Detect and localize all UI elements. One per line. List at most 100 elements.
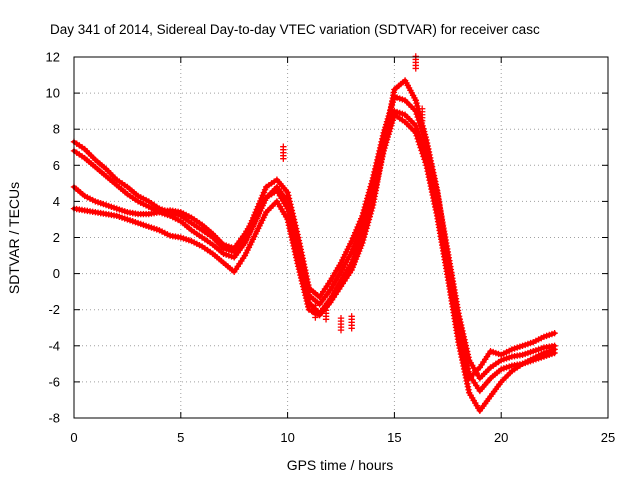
data-point	[456, 334, 464, 341]
outlier-point	[412, 65, 419, 72]
series-trace-2	[70, 107, 558, 395]
data-point	[455, 328, 462, 335]
chart-title: Day 341 of 2014, Sidereal Day-to-day VTE…	[50, 22, 540, 37]
data-point	[302, 292, 309, 299]
x-axis-label: GPS time / hours	[287, 457, 394, 473]
data-point	[413, 132, 420, 139]
data-point	[359, 239, 366, 247]
data-point	[422, 159, 429, 166]
outlier-point	[348, 325, 355, 332]
axis-ticks: 0 5 10 15 20 25 -8 -6 -4 -2 0 2 4 6 8 10 12	[46, 50, 616, 446]
y-tick-label: -2	[48, 302, 60, 317]
data-point	[457, 339, 465, 347]
data-point	[291, 248, 299, 255]
data-point	[463, 366, 471, 373]
data-point	[291, 245, 298, 252]
y-tick-label: 12	[46, 50, 60, 65]
y-tick-label: 8	[53, 122, 60, 137]
data-point	[551, 329, 558, 337]
data-point	[417, 144, 424, 151]
data-point	[302, 294, 310, 302]
data-point	[286, 225, 293, 232]
y-tick-label: 2	[53, 230, 60, 245]
outlier-point	[337, 326, 345, 334]
plot-area	[70, 53, 558, 414]
data-point	[260, 189, 268, 196]
data-point	[299, 280, 306, 287]
outlier-point	[312, 314, 319, 321]
data-point	[421, 156, 428, 163]
data-point	[364, 219, 372, 226]
data-point	[369, 204, 376, 212]
data-point	[288, 233, 295, 241]
data-point	[415, 138, 422, 145]
data-point	[414, 135, 421, 142]
data-point	[413, 99, 420, 107]
data-point	[259, 192, 266, 199]
outlier-point	[418, 117, 426, 124]
x-tick-label: 25	[601, 430, 615, 445]
data-point	[420, 125, 427, 132]
x-tick-label: 10	[280, 430, 294, 445]
data-point	[297, 274, 305, 282]
data-point	[460, 351, 468, 359]
data-point	[455, 331, 463, 338]
data-point	[285, 222, 293, 229]
data-point	[304, 300, 311, 308]
data-point	[367, 210, 374, 217]
data-point	[261, 186, 269, 193]
data-point	[365, 216, 373, 223]
data-point	[364, 222, 371, 229]
data-point	[416, 141, 423, 148]
data-point	[366, 213, 373, 220]
data-point	[368, 207, 375, 215]
data-point	[359, 236, 367, 244]
data-point	[290, 242, 297, 250]
data-point	[294, 260, 301, 267]
data-point	[284, 216, 291, 223]
outlier-point	[280, 155, 287, 162]
y-tick-label: 0	[53, 266, 60, 281]
y-tick-label: -6	[48, 374, 60, 389]
data-point	[362, 228, 369, 235]
data-point	[420, 153, 427, 160]
data-point	[285, 192, 292, 199]
series-trace-4	[70, 77, 558, 382]
data-point	[412, 122, 419, 129]
series-line	[71, 78, 557, 381]
data-point	[287, 230, 295, 238]
data-point	[463, 363, 470, 370]
data-point	[298, 277, 306, 285]
data-point	[295, 263, 302, 270]
outlier-point	[322, 316, 330, 323]
data-point	[296, 268, 303, 276]
data-point	[461, 357, 469, 364]
y-tick-label: -4	[48, 338, 60, 353]
series-trace-3	[70, 111, 558, 414]
outlier-points	[280, 53, 426, 334]
data-point	[287, 227, 294, 235]
x-tick-label: 0	[70, 430, 77, 445]
x-tick-label: 20	[494, 430, 508, 445]
series-line	[71, 109, 557, 393]
data-point	[360, 233, 368, 241]
data-point	[413, 125, 421, 132]
data-point	[295, 266, 303, 273]
data-point	[465, 372, 472, 379]
x-tick-label: 5	[177, 430, 184, 445]
data-point	[289, 236, 296, 244]
data-point	[458, 342, 466, 350]
data-point	[459, 348, 467, 356]
data-point	[300, 286, 308, 293]
data-point	[284, 205, 291, 212]
data-point	[297, 271, 304, 279]
data-point	[462, 360, 470, 367]
y-tick-label: 6	[53, 158, 60, 173]
data-point	[303, 297, 311, 305]
data-point	[422, 133, 429, 141]
y-axis-label: SDTVAR / TECUs	[6, 182, 22, 294]
data-point	[414, 102, 421, 110]
data-point	[420, 128, 428, 135]
x-tick-label: 15	[387, 430, 401, 445]
data-point	[551, 346, 558, 353]
